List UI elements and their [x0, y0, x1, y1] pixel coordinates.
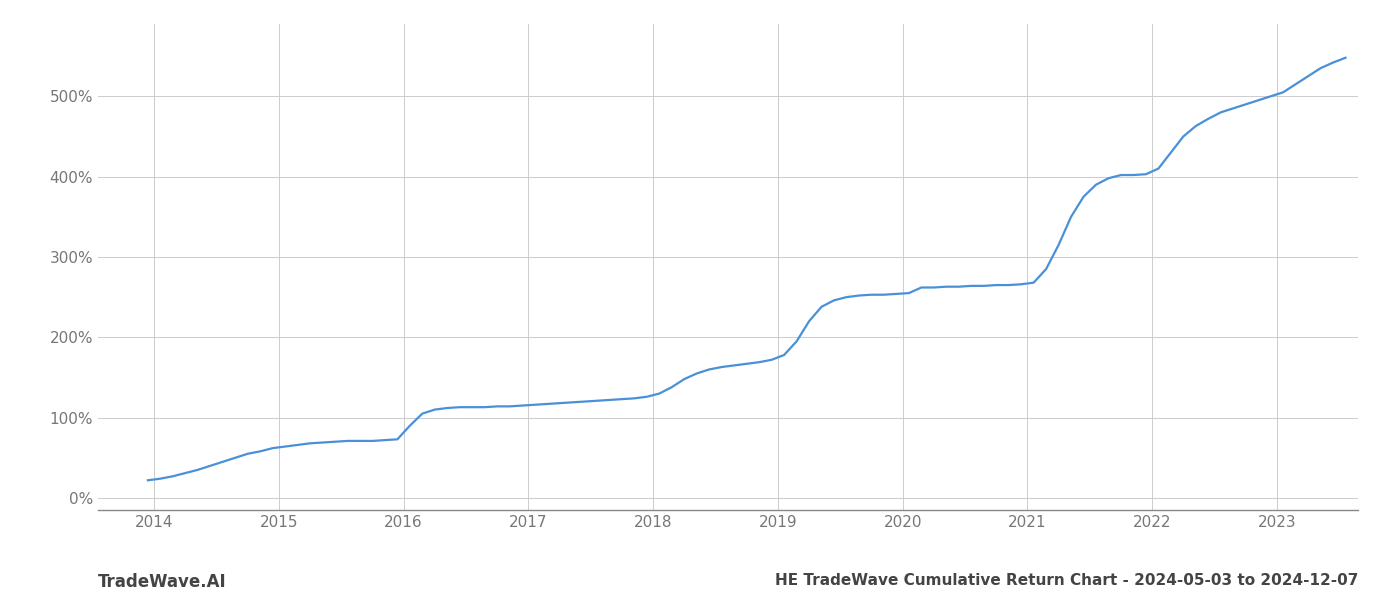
Text: TradeWave.AI: TradeWave.AI: [98, 573, 227, 591]
Text: HE TradeWave Cumulative Return Chart - 2024-05-03 to 2024-12-07: HE TradeWave Cumulative Return Chart - 2…: [774, 573, 1358, 588]
